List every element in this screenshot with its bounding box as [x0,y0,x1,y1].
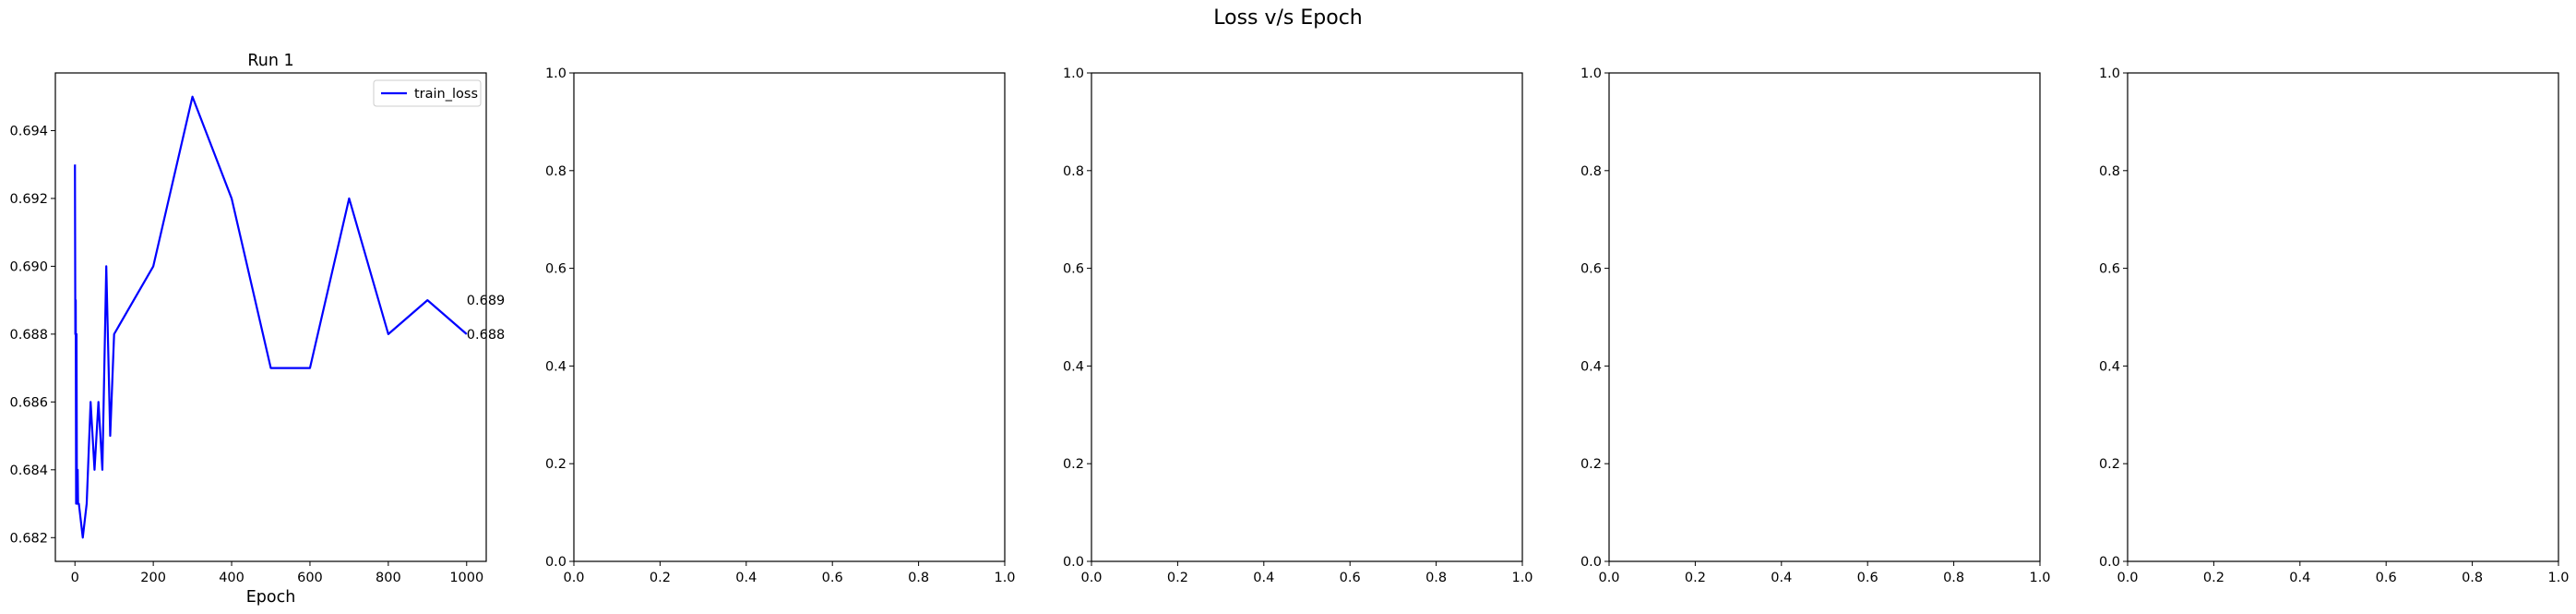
y-tick-label: 0.690 [9,259,48,274]
series-line-train_loss [74,95,468,539]
y-tick-label: 0.8 [545,164,566,179]
axes-frame [54,72,487,562]
x-tick-label: 0.8 [1943,571,1964,585]
y-tick-label: 0.0 [1580,555,1602,570]
y-tick-label: 0.8 [1580,164,1602,179]
y-tick-label: 0.0 [2099,555,2120,570]
y-tick-label: 1.0 [2099,66,2120,81]
axes-frame [1608,72,2041,562]
x-tick-label: 0.2 [650,571,671,585]
axes-1-title: Run 1 [247,52,293,70]
x-tick-label: 0.8 [2462,571,2483,585]
y-tick-label: 0.2 [1580,457,1602,472]
x-axis-label: Epoch [246,588,296,607]
y-tick-label: 0.6 [1063,262,1084,277]
x-tick-label: 600 [297,571,323,585]
axes-3: 0.0 0.2 0.4 0.6 0.8 1.0 0.0 0.2 0.4 0.6 0.8 1.0 [1063,66,1533,585]
x-tick-label: 1.0 [994,571,1015,585]
x-tick-label: 0.2 [1685,571,1706,585]
y-tick-label: 0.4 [1580,359,1602,374]
x-tick-label: 400 [219,571,244,585]
x-tick-label: 0.2 [1167,571,1188,585]
x-tick-label: 0.0 [563,571,584,585]
axes-4: 0.0 0.2 0.4 0.6 0.8 1.0 0.0 0.2 0.4 0.6 0.8 1.0 [1580,66,2051,585]
x-tick-label: 0.6 [2376,571,2397,585]
axes-5: 0.0 0.2 0.4 0.6 0.8 1.0 0.0 0.2 0.4 0.6 0.8 1.0 [2099,66,2570,585]
axes-2: 0.0 0.2 0.4 0.6 0.8 1.0 0.0 0.2 0.4 0.6 0.8 1.0 [545,66,1016,585]
y-tick-label: 0.688 [9,328,48,343]
y-tick-label: 0.686 [9,395,48,410]
y-tick-label: 0.6 [545,262,566,277]
y-tick-label: 0.682 [9,531,48,546]
y-tick-label: 0.6 [1580,262,1602,277]
x-tick-label: 800 [376,571,401,585]
x-tick-label: 0.6 [822,571,843,585]
y-tick-label: 0.8 [2099,164,2120,179]
x-tick-label: 0.0 [2117,571,2138,585]
y-tick-label: 0.4 [545,359,566,374]
x-tick-label: 0 [71,571,79,585]
axes-frame [1091,72,1523,562]
y-tick-label: 0.4 [2099,359,2120,374]
x-tick-label: 1000 [449,571,483,585]
y-tick-label: 1.0 [1580,66,1602,81]
x-tick-label: 0.6 [1340,571,1361,585]
y-tick-label: 1.0 [545,66,566,81]
x-tick-label: 1.0 [1511,571,1532,585]
axes-frame [573,72,1006,562]
x-tick-label: 0.4 [1771,571,1792,585]
x-tick-label: 0.8 [908,571,929,585]
y-tick-label: 0.0 [545,555,566,570]
y-tick-label: 0.2 [2099,457,2120,472]
figure-suptitle: Loss v/s Epoch [1213,6,1363,30]
y-tick-label: 0.2 [1063,457,1084,472]
y-tick-label: 0.2 [545,457,566,472]
axes-frame [2127,72,2559,562]
x-tick-label: 0.8 [1425,571,1447,585]
x-tick-label: 1.0 [2029,571,2050,585]
x-tick-label: 0.4 [735,571,757,585]
y-tick-label: 0.684 [9,464,48,478]
y-tick-label: 0.4 [1063,359,1084,374]
x-tick-label: 0.4 [2289,571,2310,585]
x-tick-label: 0.0 [1080,571,1102,585]
y-tick-label: 0.8 [1063,164,1084,179]
legend: train_loss [373,79,482,107]
y-tick-label: 0.692 [9,192,48,207]
x-tick-label: 0.6 [1857,571,1878,585]
x-tick-label: 0.2 [2203,571,2224,585]
legend-box [373,79,482,107]
legend-label: train_loss [414,87,478,102]
y-tick-label: 0.0 [1063,555,1084,570]
x-tick-label: 200 [140,571,166,585]
y-tick-label: 0.6 [2099,262,2120,277]
x-tick-label: 0.4 [1253,571,1274,585]
y-tick-label: 0.694 [9,124,48,138]
x-tick-label: 0.0 [1598,571,1619,585]
x-tick-label: 1.0 [2547,571,2569,585]
y-tick-label: 1.0 [1063,66,1084,81]
